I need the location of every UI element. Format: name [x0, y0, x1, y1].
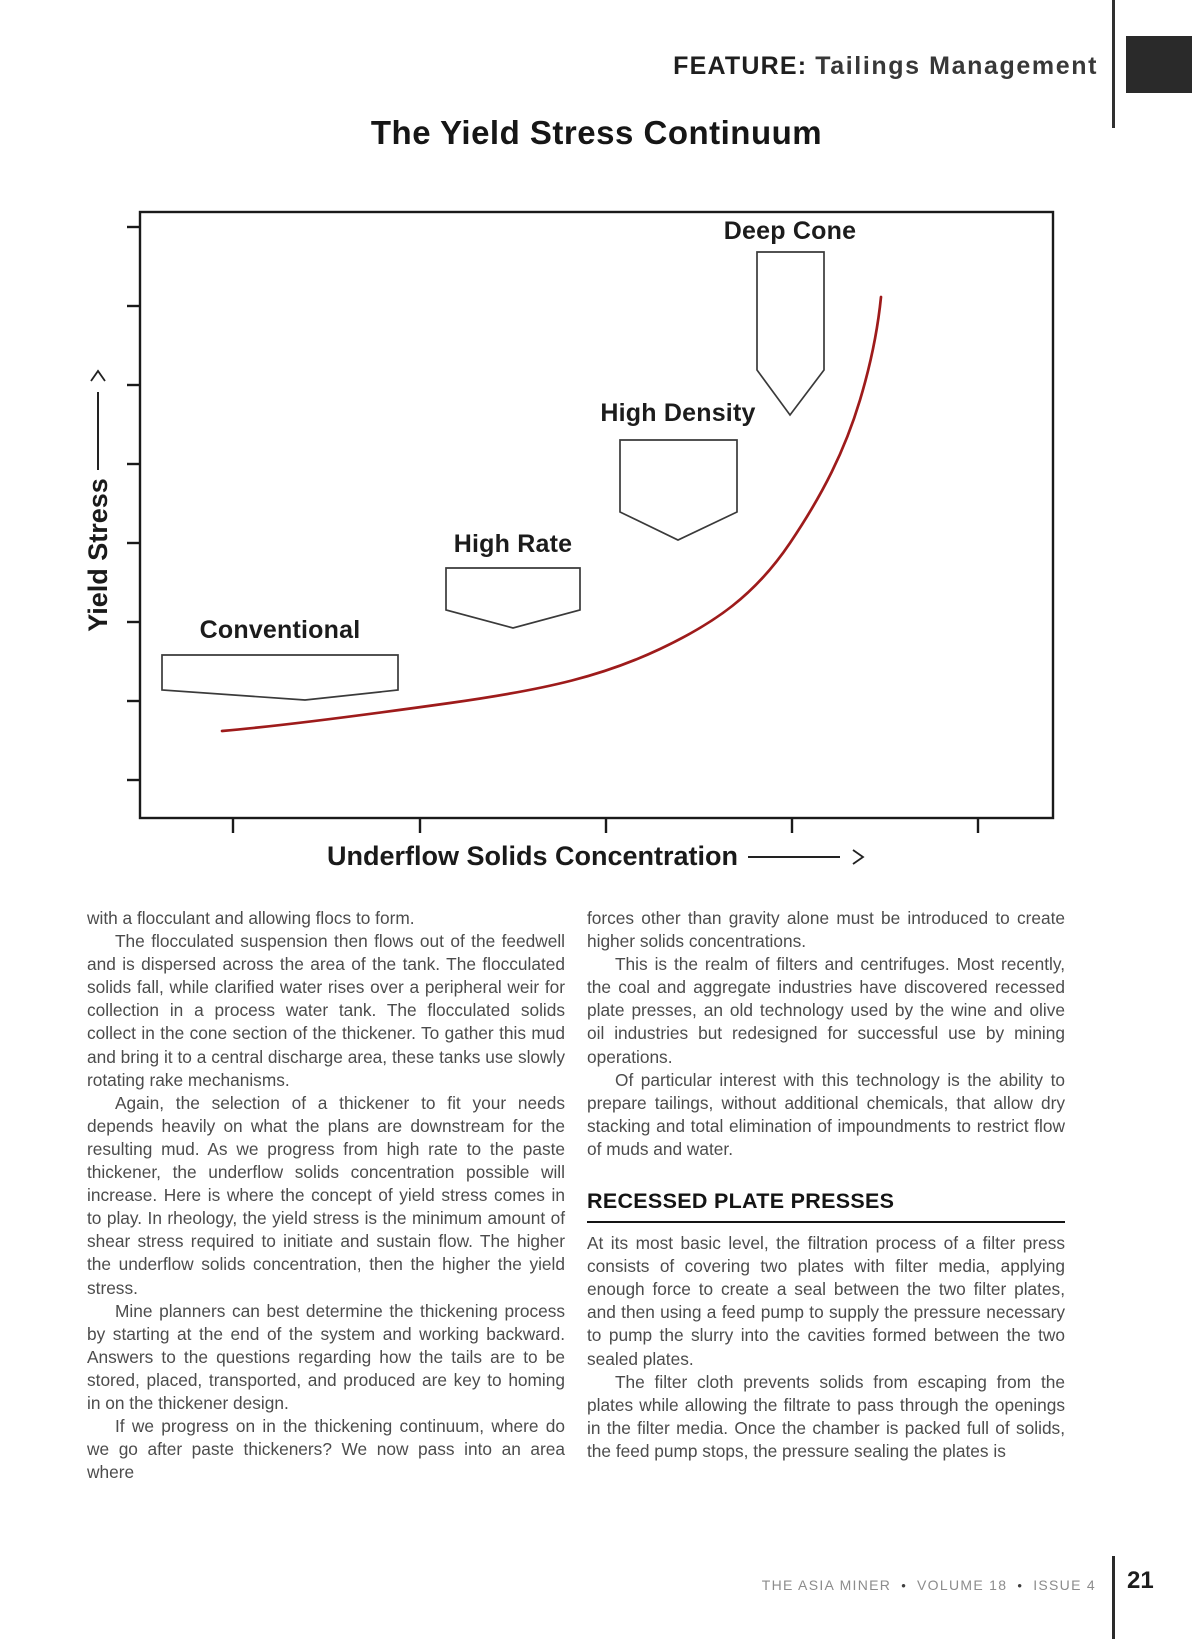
feature-title: Tailings Management [815, 52, 1098, 80]
article-left-column: with a flocculant and allowing flocs to … [87, 907, 565, 1484]
y-axis-arrow-line [97, 392, 99, 471]
header-divider-line [1112, 0, 1115, 128]
paragraph: with a flocculant and allowing flocs to … [87, 908, 415, 928]
footer-bullet-icon: • [901, 1578, 908, 1593]
x-axis-label: Underflow Solids Concentration [326, 841, 738, 871]
page-number: 21 [1127, 1567, 1154, 1594]
right-arrow-icon [852, 848, 865, 865]
deep-cone-pointer [756, 251, 825, 417]
paragraph: This is the realm of filters and centrif… [587, 954, 1065, 1067]
chart-title: The Yield Stress Continuum [370, 114, 823, 151]
y-axis-label-block: Yield Stress [70, 310, 126, 690]
x-axis-label-block: Underflow Solids Concentration [140, 841, 1053, 872]
page-header: FEATURE: Tailings Management [673, 52, 1098, 81]
paragraph: The filter cloth prevents solids from es… [587, 1371, 1065, 1461]
header-corner-box [1126, 36, 1192, 93]
footer-publication: THE ASIA MINER [761, 1577, 892, 1593]
footer-meta: THE ASIA MINER • VOLUME 18 • ISSUE 4 [762, 1577, 1096, 1593]
paragraph: forces other than gravity alone must be … [587, 908, 1065, 952]
plot-frame [138, 210, 1055, 820]
section-heading-rule [587, 1221, 1065, 1224]
paragraph: Of particular interest with this technol… [587, 1069, 1065, 1159]
section-heading: RECESSED PLATE PRESSES [587, 1189, 895, 1214]
yield-stress-curve [220, 295, 883, 733]
up-arrow-icon [90, 369, 106, 382]
feature-label: FEATURE: [673, 52, 808, 80]
marker-label-high-density: High Density [600, 399, 756, 427]
marker-label-deep-cone: Deep Cone [723, 217, 857, 245]
paragraph: Again, the selection of a thickener to f… [87, 1092, 565, 1298]
paragraph: Mine planners can best determine the thi… [87, 1300, 565, 1413]
article-right-column: forces other than gravity alone must be … [587, 907, 1065, 1463]
marker-pointer-shapes [161, 251, 825, 701]
paragraph: If we progress on in the thickening cont… [87, 1416, 565, 1483]
x-axis-ticks [231, 818, 980, 833]
conventional-pointer [161, 654, 399, 701]
y-axis-ticks [127, 225, 140, 782]
yield-stress-chart [127, 210, 1055, 833]
footer-volume: VOLUME 18 [917, 1577, 1008, 1593]
y-axis-label: Yield Stress [82, 478, 113, 632]
marker-label-conventional: Conventional [199, 616, 361, 644]
paragraph: At its most basic level, the filtration … [587, 1233, 1065, 1369]
marker-label-high-rate: High Rate [453, 530, 573, 558]
footer-bullet-icon: • [1017, 1578, 1024, 1593]
high-density-pointer [619, 439, 738, 541]
x-axis-arrow-line [748, 855, 840, 858]
high-rate-pointer [445, 567, 581, 629]
paragraph: The flocculated suspension then flows ou… [87, 931, 565, 1090]
footer-issue: ISSUE 4 [1033, 1577, 1096, 1593]
footer-divider-line [1112, 1556, 1115, 1639]
